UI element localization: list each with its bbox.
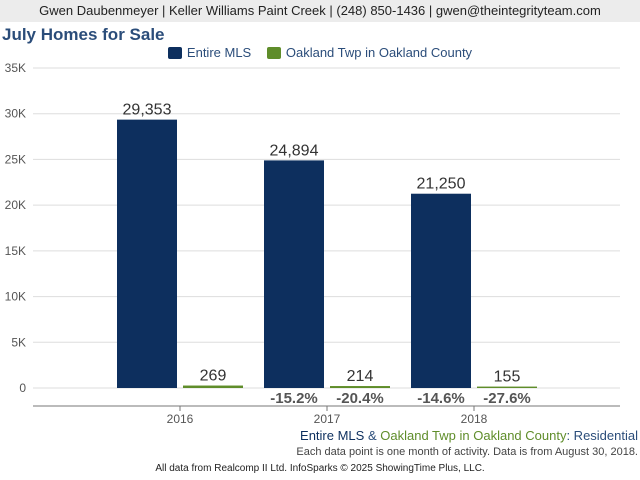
legend-item-entire-mls[interactable]: Entire MLS <box>167 45 252 60</box>
chart-legend: Entire MLS Oakland Twp in Oakland County <box>0 45 640 62</box>
y-tick-label: 30K <box>5 107 26 121</box>
bar <box>183 385 243 388</box>
change-label: -15.2% <box>270 390 318 407</box>
bar <box>264 160 324 388</box>
footnote-series-b: Oakland Twp in Oakland County <box>380 428 567 443</box>
x-tick-label: 2018 <box>461 412 488 426</box>
y-tick-label: 5K <box>11 335 26 349</box>
bar <box>117 119 177 389</box>
bar <box>411 193 471 388</box>
header-banner: Gwen Daubenmeyer | Keller Williams Paint… <box>0 0 640 22</box>
change-label: -27.6% <box>483 390 531 407</box>
y-tick-label: 25K <box>5 152 26 166</box>
chart-title: July Homes for Sale <box>2 25 165 44</box>
bar <box>330 386 390 388</box>
change-label: -20.4% <box>336 390 384 407</box>
bar <box>477 386 537 388</box>
legend-item-oakland-twp[interactable]: Oakland Twp in Oakland County <box>266 45 473 60</box>
legend-label-entire-mls: Entire MLS <box>186 45 252 60</box>
source-credit: All data from Realcomp II Ltd. InfoSpark… <box>155 463 485 474</box>
change-label: -14.6% <box>417 390 465 407</box>
y-tick-label: 0 <box>19 381 26 395</box>
data-label: 21,250 <box>417 176 466 193</box>
data-label: 214 <box>347 368 374 385</box>
data-label: 155 <box>494 369 521 386</box>
data-label: 24,894 <box>270 142 319 159</box>
data-note: Each data point is one month of activity… <box>296 446 638 458</box>
data-label: 29,353 <box>123 102 172 119</box>
x-tick-label: 2017 <box>314 412 341 426</box>
legend-swatch-entire-mls <box>167 46 182 59</box>
x-tick-label: 2016 <box>167 412 194 426</box>
y-tick-label: 10K <box>5 290 26 304</box>
series-footnote: Entire MLS & Oakland Twp in Oakland Coun… <box>300 428 638 443</box>
y-tick-label: 15K <box>5 244 26 258</box>
y-tick-label: 35K <box>5 61 26 75</box>
legend-swatch-oakland-twp <box>266 46 281 59</box>
footnote-ampersand: & <box>364 428 381 443</box>
footnote-category: : Residential <box>566 428 638 443</box>
y-tick-label: 20K <box>5 198 26 212</box>
footnote-series-a: Entire MLS <box>300 428 365 443</box>
legend-label-oakland-twp: Oakland Twp in Oakland County <box>285 45 473 60</box>
data-label: 269 <box>200 368 227 385</box>
